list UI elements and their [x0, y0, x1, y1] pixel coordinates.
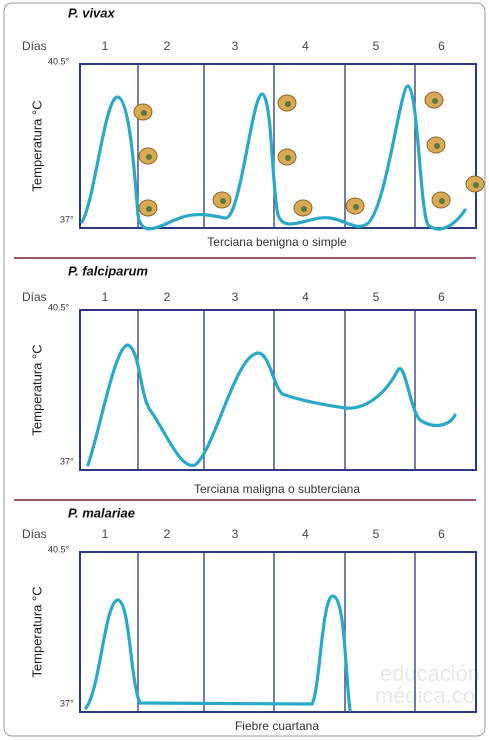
fever-curve	[84, 594, 352, 712]
fever-curve	[86, 343, 457, 467]
watermark: médica.co	[375, 683, 475, 708]
y-top-label: 40.5°	[48, 56, 70, 66]
day-label: 1	[102, 527, 109, 541]
parasite-core	[432, 98, 438, 104]
parasite-core	[220, 198, 226, 204]
day-label: 5	[373, 527, 380, 541]
day-label: 6	[438, 290, 445, 304]
days-label: Días	[22, 39, 47, 53]
day-label: 5	[373, 39, 380, 53]
panel-title: P. malariae	[68, 505, 135, 520]
day-label: 1	[102, 290, 109, 304]
day-label: 2	[164, 527, 171, 541]
y-bottom-label: 37°	[60, 698, 74, 708]
day-label: 6	[438, 39, 445, 53]
day-label: 3	[232, 527, 239, 541]
parasite-core	[473, 182, 479, 188]
day-label: 2	[164, 290, 171, 304]
parasite-core	[146, 206, 152, 212]
panel-title: P. vivax	[68, 5, 116, 20]
day-label: 3	[232, 290, 239, 304]
watermark: educación	[380, 661, 480, 686]
parasite-core	[285, 155, 291, 161]
fever-curve	[80, 84, 467, 231]
frame	[3, 2, 486, 737]
caption: Fiebre cuartana	[235, 719, 319, 733]
parasite-core	[353, 204, 359, 210]
day-label: 4	[302, 39, 309, 53]
y-axis-label: Temperatura °C	[29, 100, 44, 191]
caption: Terciana maligna o subterciana	[194, 482, 360, 496]
y-axis-label: Temperatura °C	[29, 586, 44, 677]
chart-box	[79, 309, 477, 471]
parasite-core	[285, 101, 291, 107]
chart-box	[79, 63, 477, 229]
chart-box	[79, 551, 477, 713]
day-label: 6	[438, 527, 445, 541]
y-bottom-label: 37°	[60, 456, 74, 466]
panel-title: P. falciparum	[68, 263, 148, 278]
y-axis-label: Temperatura °C	[29, 344, 44, 435]
day-label: 1	[102, 39, 109, 53]
day-label: 5	[373, 290, 380, 304]
parasite-core	[301, 206, 307, 212]
y-bottom-label: 37°	[60, 214, 74, 224]
caption: Terciana benigna o simple	[207, 235, 347, 249]
day-label: 3	[232, 39, 239, 53]
y-top-label: 40.5°	[48, 544, 70, 554]
day-label: 4	[302, 527, 309, 541]
days-label: Días	[22, 290, 47, 304]
day-label: 2	[164, 39, 171, 53]
day-label: 4	[302, 290, 309, 304]
days-label: Días	[22, 527, 47, 541]
parasite-core	[434, 143, 440, 149]
parasite-core	[141, 110, 147, 116]
parasite-core	[146, 154, 152, 160]
y-top-label: 40.5°	[48, 302, 70, 312]
parasite-core	[439, 198, 445, 204]
